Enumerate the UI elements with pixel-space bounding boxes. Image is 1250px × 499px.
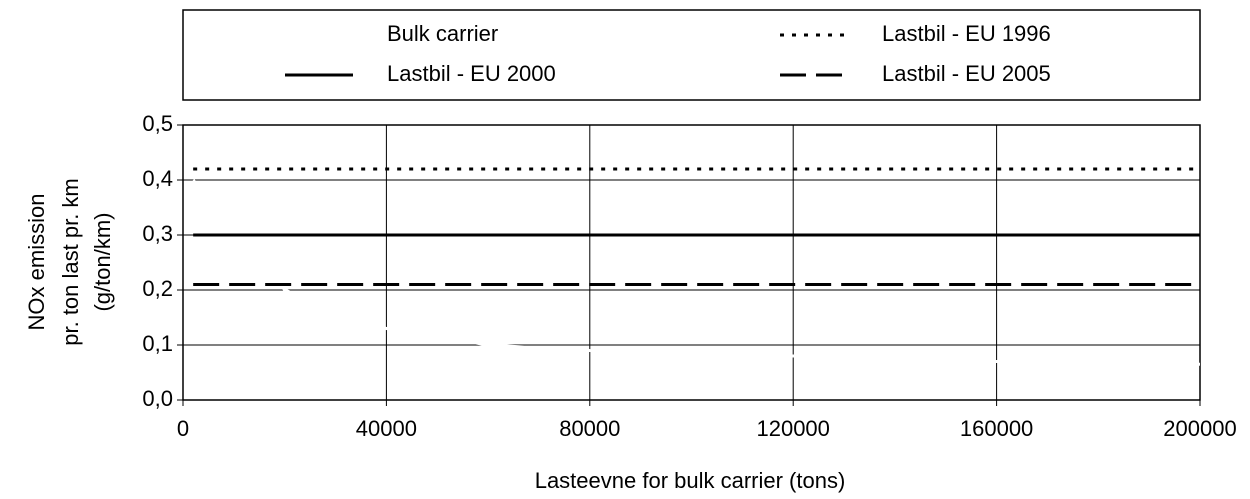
y-tick-label: 0,3 <box>142 221 173 246</box>
x-tick-label: 40000 <box>356 416 417 441</box>
plot-border <box>182 124 1201 401</box>
y-axis-label: NOx emission <box>24 194 49 331</box>
x-axis-label: Lasteevne for bulk carrier (tons) <box>535 468 846 493</box>
y-axis-label: pr. ton last pr. km <box>58 178 83 346</box>
x-tick-label: 120000 <box>756 416 829 441</box>
y-tick-label: 0,4 <box>142 166 173 191</box>
legend-box <box>182 9 1201 101</box>
legend-label: Lastbil - EU 1996 <box>882 21 1051 46</box>
y-tick-label: 0,2 <box>142 276 173 301</box>
legend-label: Lastbil - EU 2000 <box>387 61 556 86</box>
y-tick-label: 0,0 <box>142 386 173 411</box>
y-axis-label: (g/ton/km) <box>90 212 115 311</box>
x-tick-label: 0 <box>177 416 189 441</box>
series-line <box>192 179 1201 366</box>
y-tick-label: 0,5 <box>142 111 173 136</box>
y-tick-label: 0,1 <box>142 331 173 356</box>
legend-label: Lastbil - EU 2005 <box>882 61 1051 86</box>
x-tick-label: 80000 <box>559 416 620 441</box>
x-tick-label: 200000 <box>1163 416 1236 441</box>
legend-label: Bulk carrier <box>387 21 498 46</box>
x-tick-label: 160000 <box>960 416 1033 441</box>
plot-area <box>183 125 1200 400</box>
